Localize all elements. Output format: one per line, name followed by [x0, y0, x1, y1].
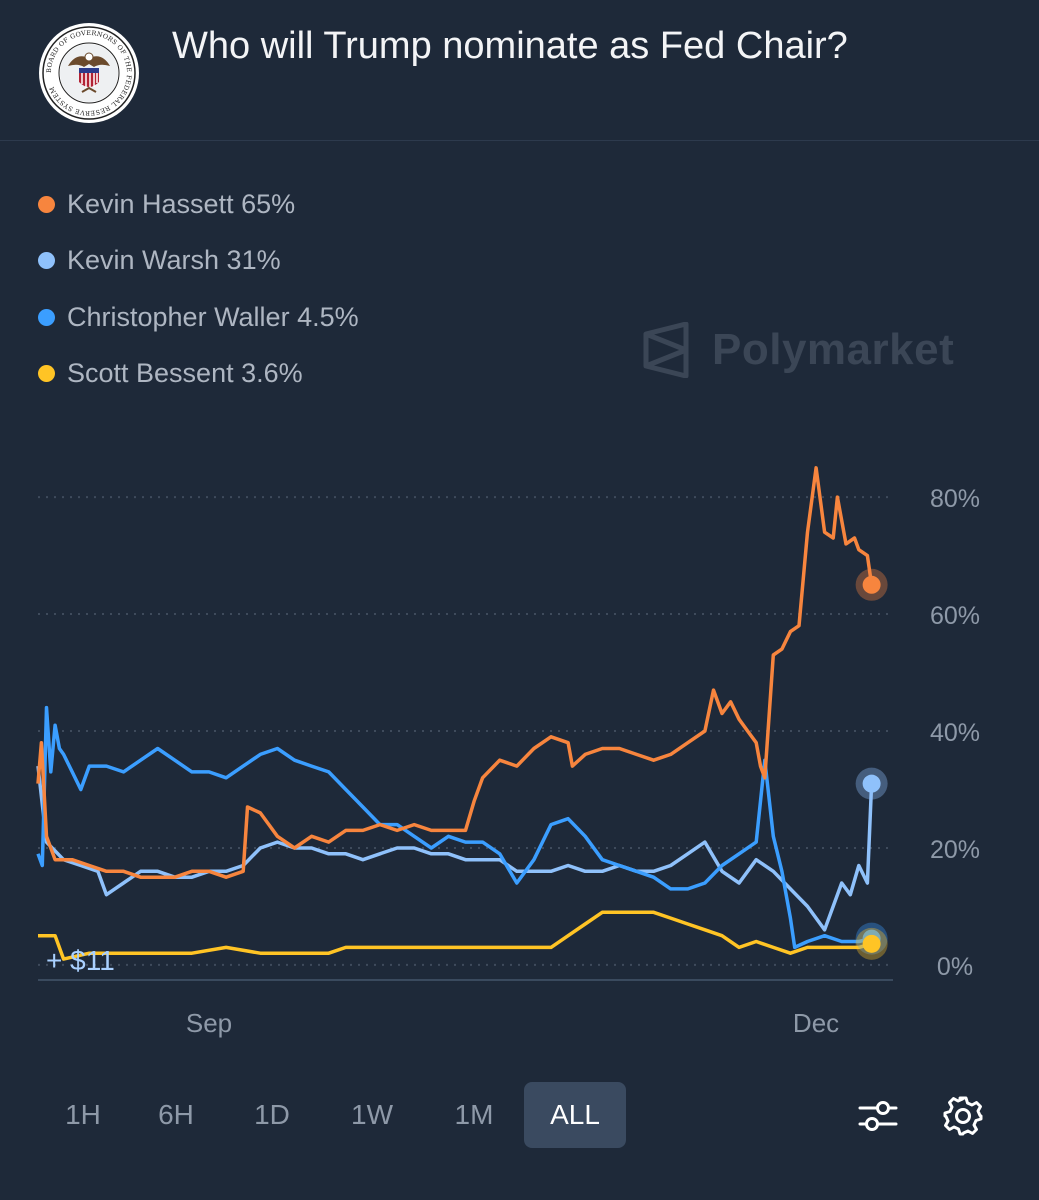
watermark-text: Polymarket: [712, 325, 955, 374]
legend-item-kevin-hassett: Kevin Hassett 65%: [38, 176, 359, 233]
federal-reserve-seal-icon: BOARD OF GOVERNORS OF THE FEDERAL RESERV…: [39, 23, 139, 123]
legend-label: Scott Bessent 3.6%: [67, 358, 303, 389]
polymarket-watermark: Polymarket: [642, 322, 954, 378]
legend-dot: [38, 195, 55, 213]
legend-item-scott-bessent: Scott Bessent 3.6%: [38, 346, 359, 403]
y-tick-label: 20%: [930, 836, 980, 864]
y-tick-label: 40%: [930, 719, 980, 747]
series-end-markers: [855, 568, 888, 960]
x-tick-label: Sep: [186, 1008, 232, 1038]
legend-dot: [38, 308, 55, 326]
legend-label: Kevin Hassett 65%: [67, 188, 296, 219]
market-title: Who will Trump nominate as Fed Chair?: [172, 25, 848, 67]
end-marker-scott-bessent: [862, 934, 881, 953]
pnl-annotation: + $11: [46, 945, 115, 976]
legend-dot: [38, 252, 55, 270]
series-lines: [36, 466, 874, 961]
gear-icon[interactable]: [941, 1094, 985, 1138]
legend-item-christopher-waller: Christopher Waller 4.5%: [38, 289, 359, 346]
timeframe-1h[interactable]: 1H: [65, 1099, 101, 1130]
series-line-scott-bessent: [38, 910, 873, 961]
legend-item-kevin-warsh: Kevin Warsh 31%: [38, 233, 359, 290]
chart-grid: [38, 496, 893, 966]
price-history-chart[interactable]: 0% 20% 40% 60% 80% Sep Dec + $11: [0, 0, 1039, 1060]
legend-dot: [38, 365, 55, 383]
timeframe-all[interactable]: ALL: [524, 1082, 626, 1148]
end-marker-kevin-hassett: [862, 575, 881, 594]
sliders-icon[interactable]: [856, 1094, 900, 1138]
legend-label: Christopher Waller 4.5%: [67, 301, 359, 332]
y-tick-label: 60%: [930, 602, 980, 630]
timeframe-6h[interactable]: 6H: [158, 1099, 194, 1130]
legend-label: Kevin Warsh 31%: [67, 245, 281, 276]
polymarket-logo-icon: [643, 322, 689, 378]
y-tick-label: 80%: [930, 485, 980, 513]
timeframe-1d[interactable]: 1D: [254, 1099, 290, 1130]
x-axis: Sep Dec: [186, 1008, 839, 1038]
market-header: BOARD OF GOVERNORS OF THE FEDERAL RESERV…: [0, 0, 1039, 141]
series-line-christopher-waller: [36, 705, 872, 950]
timeframe-1m[interactable]: 1M: [454, 1099, 494, 1130]
series-line-kevin-hassett: [36, 466, 874, 879]
timeframe-1w[interactable]: 1W: [351, 1099, 393, 1130]
y-axis: 0% 20% 40% 60% 80%: [930, 485, 980, 981]
series-line-kevin-warsh: [36, 765, 874, 932]
y-tick-label: 0%: [937, 953, 973, 981]
x-tick-label: Dec: [793, 1008, 839, 1038]
end-marker-kevin-warsh: [862, 774, 881, 793]
timeframe-selector: 1H 6H 1D 1W 1M ALL: [38, 1082, 626, 1148]
chart-legend: Kevin Hassett 65% Kevin Warsh 31% Christ…: [38, 176, 359, 402]
